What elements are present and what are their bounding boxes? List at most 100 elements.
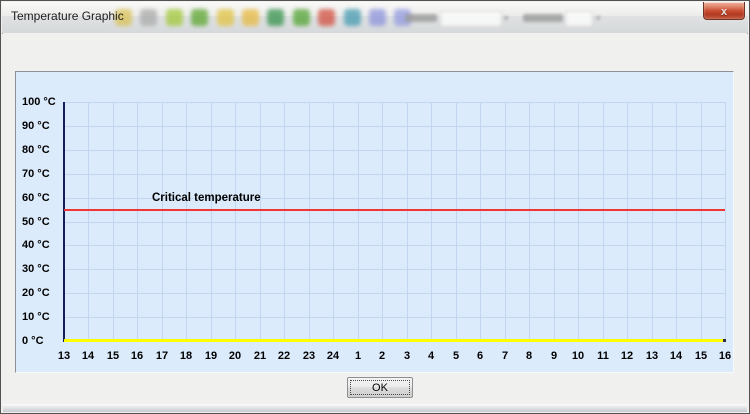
- x-axis-tick-label: 21: [253, 350, 267, 362]
- x-axis-tick-label: 22: [277, 350, 291, 362]
- y-axis-tick-label: 50 °C: [22, 216, 50, 228]
- ghost-toolbar-icon: [191, 9, 209, 26]
- ghost-toolbar-icon: [369, 9, 386, 26]
- ghost-toolbar-icon: [242, 9, 259, 26]
- y-axis-tick-label: 0 °C: [22, 335, 44, 347]
- x-axis-tick-label: 5: [452, 350, 460, 362]
- v-gridline: [137, 102, 138, 341]
- h-gridline: [64, 293, 725, 294]
- y-axis-tick-label: 100 °C: [22, 96, 56, 108]
- v-gridline: [529, 102, 530, 341]
- h-gridline: [64, 198, 725, 199]
- v-gridline: [333, 102, 334, 341]
- x-axis-tick-label: 14: [669, 350, 683, 362]
- x-axis-tick-label: 8: [525, 350, 533, 362]
- ghost-toolbar-icon: [343, 9, 361, 26]
- window-title: Temperature Graphic: [11, 9, 124, 23]
- v-gridline: [382, 102, 383, 341]
- x-axis-tick-label: 1: [354, 350, 362, 362]
- v-gridline: [505, 102, 506, 341]
- v-gridline: [284, 102, 285, 341]
- x-axis-tick-label: 6: [476, 350, 484, 362]
- h-gridline: [64, 126, 725, 127]
- x-axis-tick-label: 15: [694, 350, 708, 362]
- temperature-series-line: [64, 339, 725, 342]
- y-axis-tick-label: 10 °C: [22, 311, 50, 323]
- x-axis-tick-label: 7: [501, 350, 509, 362]
- y-axis-line: [63, 102, 65, 342]
- y-axis-tick-label: 80 °C: [22, 144, 50, 156]
- v-gridline: [676, 102, 677, 341]
- h-gridline: [64, 150, 725, 151]
- h-gridline: [64, 245, 725, 246]
- x-axis-tick-label: 3: [403, 350, 411, 362]
- x-axis-tick-label: 13: [57, 350, 71, 362]
- close-icon: x: [720, 6, 728, 18]
- v-gridline: [260, 102, 261, 341]
- y-axis-tick-label: 30 °C: [22, 263, 50, 275]
- window-frame-bottom: [3, 404, 747, 412]
- h-gridline: [64, 317, 725, 318]
- v-gridline: [358, 102, 359, 341]
- ghost-toolbar-icon: [115, 9, 132, 26]
- v-gridline: [162, 102, 163, 341]
- dialog-client-area: Hours Minutes 100 °C90 °C80 °C70 °C60 °C…: [3, 33, 747, 405]
- ghost-label: [523, 14, 563, 22]
- x-axis-tick-label: 12: [620, 350, 634, 362]
- v-gridline: [554, 102, 555, 341]
- v-gridline: [113, 102, 114, 341]
- x-axis-tick-label: 16: [718, 350, 732, 362]
- v-gridline: [480, 102, 481, 341]
- chevron-down-icon: ▾: [504, 13, 509, 23]
- v-gridline: [578, 102, 579, 341]
- critical-temperature-line: [64, 209, 725, 211]
- v-gridline: [627, 102, 628, 341]
- x-axis-tick-label: 9: [550, 350, 558, 362]
- x-axis-tick-label: 10: [571, 350, 585, 362]
- x-axis-tick-label: 17: [155, 350, 169, 362]
- ghost-toolbar-icon: [267, 9, 285, 26]
- v-gridline: [701, 102, 702, 341]
- y-axis-tick-label: 70 °C: [22, 168, 50, 180]
- ok-button-label: OK: [350, 380, 410, 395]
- x-axis-tick-label: 11: [597, 350, 609, 362]
- close-button[interactable]: x: [703, 2, 745, 20]
- x-axis-tick-label: 14: [81, 350, 95, 362]
- x-axis-tick-label: 16: [130, 350, 144, 362]
- y-axis-tick-label: 40 °C: [22, 239, 50, 251]
- y-axis-tick-label: 20 °C: [22, 287, 50, 299]
- x-axis-tick-label: 13: [645, 350, 659, 362]
- v-gridline: [725, 102, 726, 341]
- x-axis-tick-label: 20: [228, 350, 242, 362]
- h-gridline: [64, 102, 725, 103]
- temperature-chart-panel: 100 °C 90 °C 80 °C 70 °C 6 0 °C 50 °C 40 °C 30 °…: [15, 71, 734, 373]
- ghost-toolbar-icon: [292, 9, 310, 26]
- ghost-dropdown: [440, 11, 502, 27]
- v-gridline: [603, 102, 604, 341]
- x-axis-tick-label: 19: [204, 350, 218, 362]
- x-axis-tick-label: 18: [179, 350, 193, 362]
- v-gridline: [431, 102, 432, 341]
- x-axis-tick-label: 15: [106, 350, 120, 362]
- v-gridline: [652, 102, 653, 341]
- v-gridline: [88, 102, 89, 341]
- h-gridline: [64, 222, 725, 223]
- ghost-dropdown: [565, 11, 593, 27]
- x-axis-tick-label: 4: [427, 350, 435, 362]
- x-axis-tick-label: 24: [326, 350, 340, 362]
- ghost-toolbar-icon: [165, 9, 183, 26]
- y-axis-tick-label: 90 °C: [22, 120, 50, 132]
- ghost-toolbar-icon: [318, 9, 336, 26]
- v-gridline: [186, 102, 187, 341]
- x-axis-tick-label: 23: [302, 350, 316, 362]
- ghost-toolbar-icon: [140, 9, 158, 26]
- ok-button[interactable]: OK: [347, 377, 413, 398]
- titlebar[interactable]: ▾ ▾ Temperature Graphic x: [2, 2, 748, 34]
- v-gridline: [407, 102, 408, 341]
- critical-temperature-label: Critical temperature: [152, 192, 261, 204]
- h-gridline: [64, 269, 725, 270]
- v-gridline: [309, 102, 310, 341]
- ghost-toolbar-icon: [216, 9, 234, 26]
- v-gridline: [456, 102, 457, 341]
